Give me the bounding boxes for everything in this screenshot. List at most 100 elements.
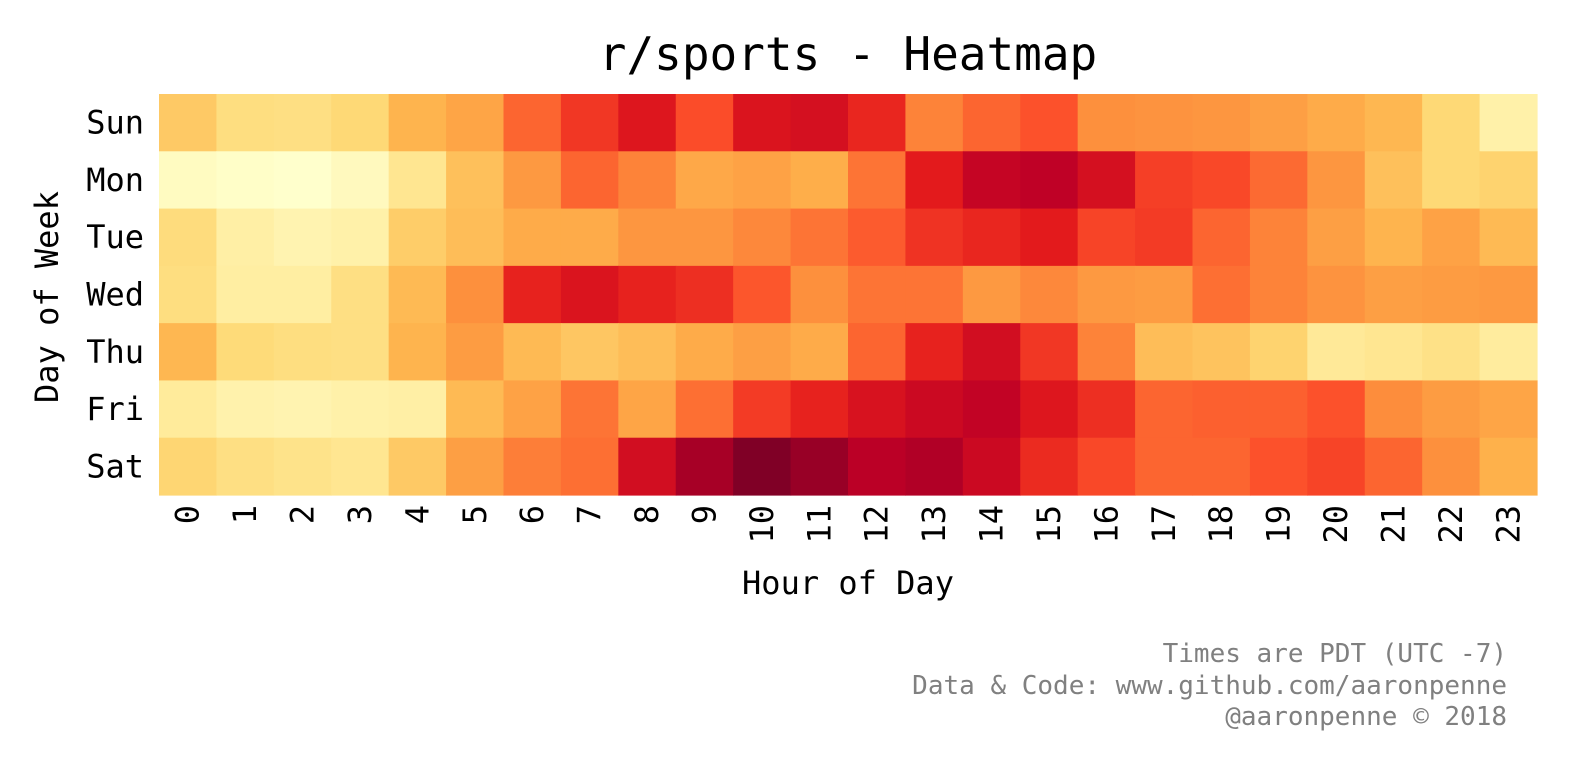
- heatmap-cell-tue-18: [1192, 208, 1251, 267]
- heatmap-cell-tue-19: [1249, 208, 1308, 267]
- heatmap-cell-fri-20: [1307, 380, 1366, 439]
- heatmap-cell-mon-20: [1307, 151, 1366, 210]
- heatmap-cell-fri-17: [1135, 380, 1194, 439]
- heatmap-cell-sun-22: [1422, 94, 1481, 152]
- heatmap-cell-mon-6: [503, 151, 562, 210]
- heatmap-cell-tue-7: [560, 208, 619, 267]
- heatmap-cell-wed-22: [1422, 265, 1481, 324]
- heatmap-cell-fri-13: [905, 380, 964, 439]
- heatmap-cell-thu-1: [216, 323, 275, 382]
- heatmap-cell-sun-2: [273, 94, 332, 152]
- heatmap-cell-mon-21: [1364, 151, 1423, 210]
- heatmap-cell-wed-6: [503, 265, 562, 324]
- heatmap-cell-wed-19: [1249, 265, 1308, 324]
- heatmap-cell-mon-13: [905, 151, 964, 210]
- heatmap-cell-sun-0: [159, 94, 218, 152]
- heatmap-cell-fri-12: [848, 380, 907, 439]
- x-tick-6: 6: [513, 505, 551, 524]
- heatmap-cell-mon-9: [675, 151, 734, 210]
- heatmap-cell-sun-23: [1479, 94, 1538, 152]
- heatmap-cell-sun-13: [905, 94, 964, 152]
- x-tick-0: 0: [169, 505, 207, 524]
- heatmap-cell-sat-11: [790, 437, 849, 496]
- heatmap-cell-wed-10: [733, 265, 792, 324]
- heatmap-cell-fri-19: [1249, 380, 1308, 439]
- heatmap-cell-tue-23: [1479, 208, 1538, 267]
- footer-source-link: Data & Code: www.github.com/aaronpenne: [912, 671, 1507, 701]
- heatmap-cell-sat-23: [1479, 437, 1538, 496]
- heatmap-cell-tue-1: [216, 208, 275, 267]
- heatmap-cell-tue-8: [618, 208, 677, 267]
- heatmap-cell-sat-0: [159, 437, 218, 496]
- x-tick-3: 3: [341, 505, 379, 524]
- heatmap-cell-wed-1: [216, 265, 275, 324]
- heatmap-cell-sat-12: [848, 437, 907, 496]
- heatmap-cell-thu-19: [1249, 323, 1308, 382]
- heatmap-cell-sat-13: [905, 437, 964, 496]
- heatmap-cell-mon-14: [962, 151, 1021, 210]
- heatmap-cell-thu-15: [1020, 323, 1079, 382]
- heatmap-cell-fri-6: [503, 380, 562, 439]
- heatmap-cell-sun-16: [1077, 94, 1136, 152]
- heatmap-cell-sat-18: [1192, 437, 1251, 496]
- heatmap-cell-tue-11: [790, 208, 849, 267]
- heatmap-cell-sat-15: [1020, 437, 1079, 496]
- x-axis-label: Hour of Day: [742, 564, 954, 602]
- heatmap-cell-fri-5: [446, 380, 505, 439]
- heatmap-cell-sat-6: [503, 437, 562, 496]
- heatmap-cell-mon-1: [216, 151, 275, 210]
- heatmap-cell-wed-9: [675, 265, 734, 324]
- x-tick-13: 13: [915, 505, 953, 544]
- heatmap-cell-tue-14: [962, 208, 1021, 267]
- x-tick-4: 4: [398, 505, 436, 524]
- heatmap-cell-mon-22: [1422, 151, 1481, 210]
- heatmap-cell-thu-4: [388, 323, 447, 382]
- heatmap-cell-fri-3: [331, 380, 390, 439]
- heatmap-cell-thu-6: [503, 323, 562, 382]
- heatmap-cell-mon-18: [1192, 151, 1251, 210]
- heatmap-cell-wed-2: [273, 265, 332, 324]
- heatmap-cell-sat-3: [331, 437, 390, 496]
- heatmap-cell-tue-3: [331, 208, 390, 267]
- heatmap-cell-thu-10: [733, 323, 792, 382]
- heatmap-cell-tue-2: [273, 208, 332, 267]
- heatmap-cell-tue-10: [733, 208, 792, 267]
- heatmap-cell-fri-23: [1479, 380, 1538, 439]
- heatmap-cell-sat-10: [733, 437, 792, 496]
- heatmap-cell-sat-20: [1307, 437, 1366, 496]
- heatmap-cell-fri-2: [273, 380, 332, 439]
- heatmap-cell-wed-23: [1479, 265, 1538, 324]
- heatmap-cell-wed-0: [159, 265, 218, 324]
- heatmap-cell-tue-4: [388, 208, 447, 267]
- heatmap-cell-fri-15: [1020, 380, 1079, 439]
- y-axis-label: Day of Week: [28, 191, 66, 403]
- heatmap-cell-sun-5: [446, 94, 505, 152]
- heatmap-cell-thu-16: [1077, 323, 1136, 382]
- heatmap-cell-mon-15: [1020, 151, 1079, 210]
- y-tick-labels: Sun Mon Tue Wed Thu Fri Sat: [86, 104, 144, 486]
- heatmap-cell-mon-8: [618, 151, 677, 210]
- heatmap-cell-sat-19: [1249, 437, 1308, 496]
- x-tick-20: 20: [1317, 505, 1355, 544]
- heatmap-cell-mon-4: [388, 151, 447, 210]
- chart-title: r/sports - Heatmap: [599, 27, 1098, 81]
- heatmap-cell-thu-21: [1364, 323, 1423, 382]
- heatmap-cell-wed-16: [1077, 265, 1136, 324]
- x-tick-19: 19: [1260, 505, 1298, 544]
- heatmap-cell-fri-8: [618, 380, 677, 439]
- heatmap-cell-fri-9: [675, 380, 734, 439]
- x-tick-2: 2: [284, 505, 322, 524]
- heatmap-cell-sun-11: [790, 94, 849, 152]
- heatmap-cell-sun-10: [733, 94, 792, 152]
- y-tick-sat: Sat: [86, 447, 144, 485]
- heatmap-cell-fri-22: [1422, 380, 1481, 439]
- heatmap-cell-sun-3: [331, 94, 390, 152]
- x-tick-15: 15: [1030, 505, 1068, 544]
- heatmap-cell-thu-22: [1422, 323, 1481, 382]
- heatmap-cell-sun-1: [216, 94, 275, 152]
- heatmap-cell-fri-21: [1364, 380, 1423, 439]
- heatmap-cell-sun-12: [848, 94, 907, 152]
- y-tick-mon: Mon: [86, 161, 144, 199]
- heatmap-cell-tue-15: [1020, 208, 1079, 267]
